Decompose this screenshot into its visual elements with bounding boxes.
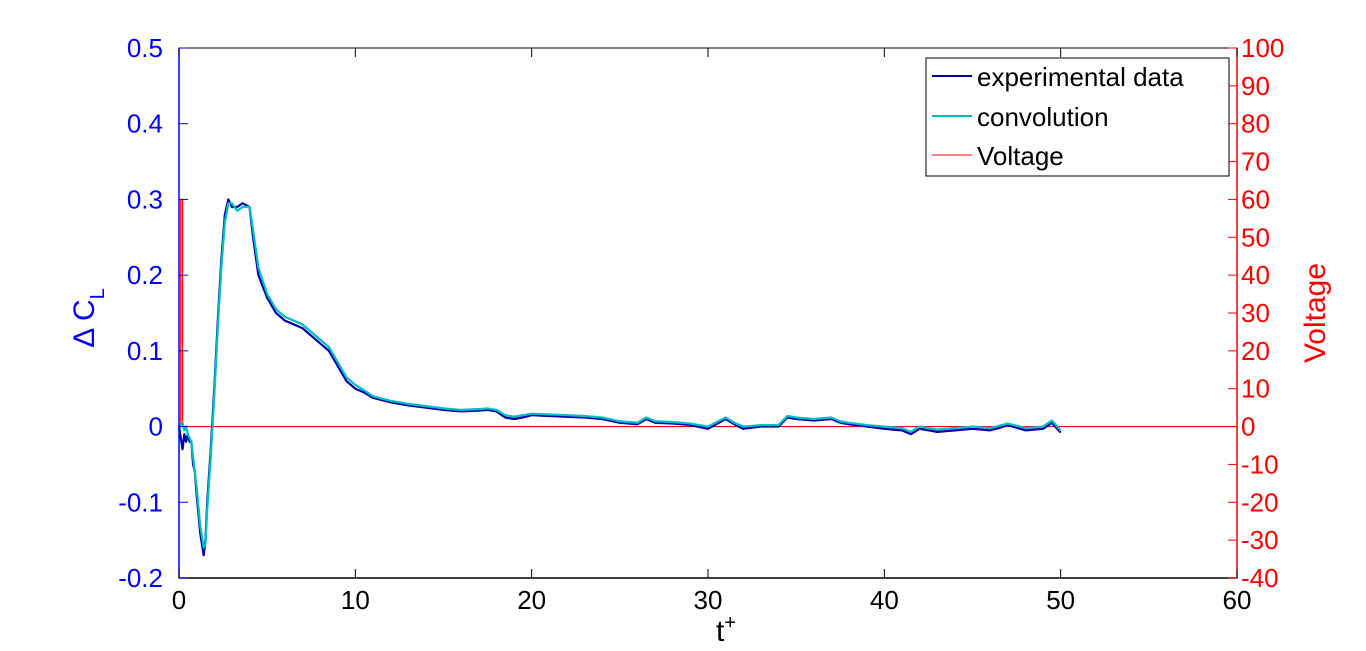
ticks-layer: 0 10 20 30 40 50 60 -0.2 -0.1 0 0.1 0.2 0.3 0.4 0.5 -40… [118, 33, 1284, 615]
y-right-tick-label: 10 [1241, 374, 1270, 404]
y-right-tick-label: 30 [1241, 298, 1270, 328]
x-tick-label: 10 [341, 585, 370, 615]
x-axis-label-main: t [716, 615, 725, 648]
y-left-tick-label: 0.2 [127, 260, 163, 290]
y-left-axis-label: Δ CL [68, 288, 109, 348]
y-right-tick-label: 40 [1241, 260, 1270, 290]
legend: experimental data convolution Voltage [925, 57, 1230, 177]
y-right-tick-label: 50 [1241, 222, 1270, 252]
x-tick-label: 30 [694, 585, 723, 615]
y-left-tick-label: -0.1 [118, 487, 163, 517]
x-tick-label: 60 [1223, 585, 1252, 615]
y-right-tick-label: 20 [1241, 336, 1270, 366]
y-left-tick-label: -0.2 [118, 563, 163, 593]
y-right-tick-label: -40 [1241, 563, 1279, 593]
y-left-axis-label-sub: L [87, 288, 109, 299]
y-right-tick-label: -30 [1241, 525, 1279, 555]
y-left-tick-label: 0.5 [127, 33, 163, 63]
x-tick-label: 0 [172, 585, 186, 615]
y-left-tick-label: 0.1 [127, 336, 163, 366]
legend-label-voltage: Voltage [977, 141, 1064, 171]
y-right-tick-label: -10 [1241, 449, 1279, 479]
x-tick-label: 40 [870, 585, 899, 615]
legend-label-convolution: convolution [977, 102, 1109, 132]
x-tick-label: 20 [517, 585, 546, 615]
y-left-axis-label-main: Δ C [68, 299, 101, 347]
y-left-tick-label: 0.4 [127, 109, 163, 139]
x-axis-label-sup: + [724, 612, 736, 634]
series-convolution-line [178, 202, 1062, 549]
y-right-tick-label: 100 [1241, 33, 1284, 63]
y-right-tick-label: -20 [1241, 487, 1279, 517]
y-left-tick-label: 0.3 [127, 184, 163, 214]
x-tick-label: 50 [1046, 585, 1075, 615]
y-left-tick-label: 0 [149, 412, 163, 442]
legend-label-experimental: experimental data [977, 62, 1184, 92]
y-right-axis-label: Voltage [1299, 263, 1332, 363]
y-right-tick-label: 80 [1241, 109, 1270, 139]
y-right-tick-label: 70 [1241, 147, 1270, 177]
x-axis-label: t+ [716, 612, 736, 648]
y-right-tick-label: 90 [1241, 71, 1270, 101]
y-right-tick-label: 60 [1241, 184, 1270, 214]
y-right-tick-label: 0 [1241, 412, 1255, 442]
legend-box [925, 57, 1230, 177]
